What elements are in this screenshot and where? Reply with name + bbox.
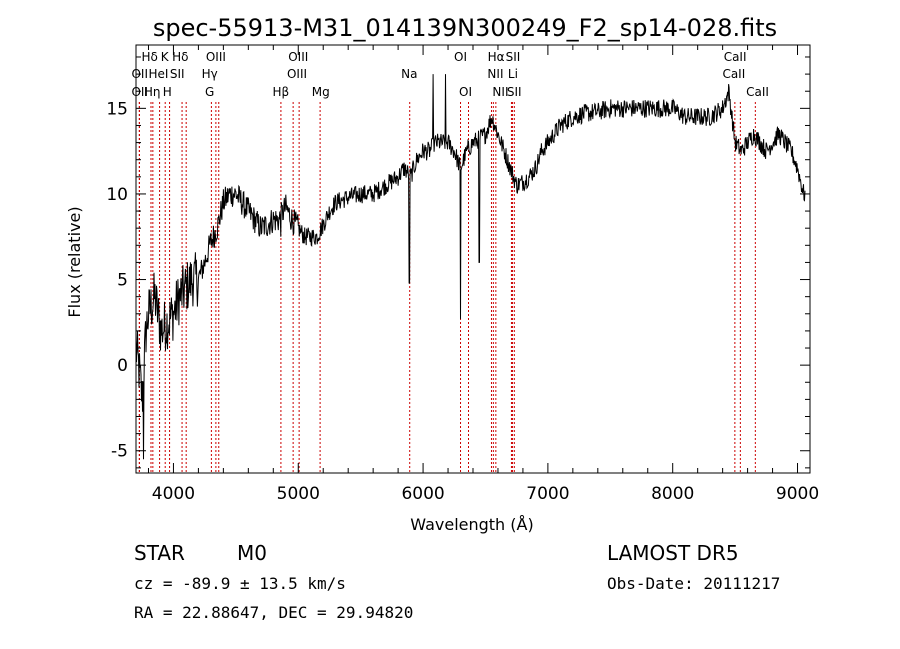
line-label-27: CaII bbox=[746, 85, 769, 99]
y-tick-label-1: 0 bbox=[117, 356, 128, 376]
line-markers bbox=[138, 102, 756, 473]
line-label-4: OIII bbox=[288, 50, 308, 64]
y-tick-label-4: 15 bbox=[106, 99, 128, 119]
line-label-15: NII bbox=[487, 67, 503, 81]
line-label-13: OIII bbox=[287, 67, 307, 81]
x-axis-label: Wavelength (Å) bbox=[410, 515, 533, 534]
line-label-1: K bbox=[161, 50, 170, 64]
chart-title: spec-55913-M31_014139N300249_F2_sp14-028… bbox=[153, 14, 777, 42]
line-label-24: OI bbox=[459, 85, 472, 99]
line-label-23: Mg bbox=[312, 85, 330, 99]
line-label-16: Li bbox=[508, 67, 518, 81]
x-tick-label-1: 5000 bbox=[277, 484, 320, 504]
line-label-11: SII bbox=[170, 67, 185, 81]
line-label-5: OI bbox=[454, 50, 467, 64]
line-label-20: H bbox=[163, 85, 172, 99]
x-tick-label-4: 8000 bbox=[651, 484, 694, 504]
spectrum-line bbox=[135, 74, 806, 460]
line-label-21: G bbox=[205, 85, 214, 99]
x-axis-ticks: 4000 5000 6000 7000 8000 9000 bbox=[147, 45, 819, 504]
survey-label: LAMOST DR5 bbox=[607, 541, 739, 565]
line-label-26: SII bbox=[507, 85, 522, 99]
line-label-12: Hγ bbox=[202, 67, 218, 81]
y-tick-label-0: -5 bbox=[111, 442, 128, 462]
line-label-22: Hβ bbox=[272, 85, 289, 99]
plot-frame bbox=[135, 44, 811, 474]
cz-text: cz = -89.9 ± 13.5 km/s bbox=[134, 574, 346, 593]
x-tick-label-2: 6000 bbox=[401, 484, 444, 504]
line-label-19: Hη bbox=[144, 85, 161, 99]
line-label-0: Hδ bbox=[142, 50, 158, 64]
line-label-8: CaII bbox=[724, 50, 747, 64]
line-label-10: HeI bbox=[148, 67, 168, 81]
x-tick-label-5: 9000 bbox=[776, 484, 819, 504]
y-tick-label-2: 5 bbox=[117, 271, 128, 291]
line-label-7: SII bbox=[506, 50, 521, 64]
y-tick-label-3: 10 bbox=[106, 185, 128, 205]
line-label-14: Na bbox=[401, 67, 417, 81]
y-axis-ticks: -5 0 5 10 15 bbox=[106, 56, 810, 469]
class-label: STAR bbox=[134, 541, 185, 565]
coords: RA = 22.88647, DEC = 29.94820 bbox=[134, 603, 413, 622]
x-tick-label-0: 4000 bbox=[152, 484, 195, 504]
line-label-25: NII bbox=[492, 85, 508, 99]
subclass-label: M0 bbox=[237, 541, 267, 565]
line-label-2: Hδ bbox=[172, 50, 188, 64]
obs-date: Obs-Date: 20111217 bbox=[607, 574, 780, 593]
line-label-17: CaII bbox=[722, 67, 745, 81]
x-tick-label-3: 7000 bbox=[526, 484, 569, 504]
y-axis-label: Flux (relative) bbox=[65, 206, 84, 317]
line-label-3: OIII bbox=[206, 50, 226, 64]
line-label-6: Hα bbox=[488, 50, 505, 64]
